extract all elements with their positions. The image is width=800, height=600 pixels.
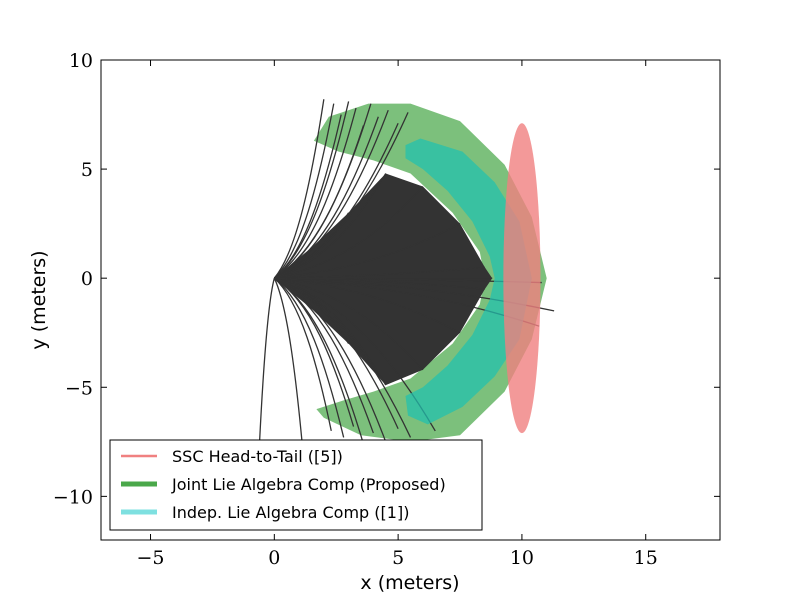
trajectory-line: [273, 103, 372, 279]
trajectory-line: [258, 278, 275, 445]
y-tick-label: −10: [53, 486, 93, 508]
trajectory-line: [273, 107, 357, 279]
plot-data-layer: [258, 99, 555, 464]
trajectory-line: [274, 112, 409, 279]
legend-box: [109, 439, 483, 531]
legend-label: Joint Lie Algebra Comp (Proposed): [171, 475, 446, 494]
trajectory-line: [274, 109, 389, 279]
legend: SSC Head-to-Tail ([5]) Joint Lie Algebra …: [109, 439, 483, 531]
y-tick-label: 10: [69, 50, 93, 72]
trajectory-line: [273, 277, 345, 438]
trajectory-line: [274, 223, 461, 279]
trajectory-line: [273, 277, 305, 464]
trajectory-line: [274, 266, 485, 279]
axes-ticks: −5 0 5 10 15 −10 −5 0 5 10: [53, 50, 720, 569]
trajectory-line: [273, 277, 332, 432]
x-tick-label: 5: [392, 547, 404, 569]
trajectory-line: [273, 277, 365, 445]
trajectory-line: [274, 277, 461, 334]
x-tick-label: −5: [137, 547, 165, 569]
trajectory-line: [274, 277, 412, 438]
x-tick-label: 10: [510, 547, 534, 569]
x-tick-label: 15: [634, 547, 658, 569]
legend-label: SSC Head-to-Tail ([5]): [172, 447, 343, 466]
legend-label: Indep. Lie Algebra Comp ([1]): [172, 503, 409, 522]
y-tick-label: −5: [65, 377, 93, 399]
trajectory-line: [274, 277, 387, 443]
plot-frame: [100, 59, 721, 541]
y-tick-label: 0: [81, 268, 93, 290]
trajectory-line: [273, 99, 325, 279]
y-tick-label: 5: [81, 159, 93, 181]
y-axis-label: y (meters): [28, 250, 50, 349]
trajectory-line: [274, 277, 424, 371]
x-tick-label: 0: [268, 547, 280, 569]
indep-lie-algebra-region: [405, 138, 532, 425]
x-axis-label: x (meters): [360, 572, 459, 594]
ssc-head-to-tail-ellipse: [503, 123, 541, 434]
trajectory-line: [274, 186, 424, 279]
trajectory-line: [273, 101, 350, 279]
trajectory-line: [274, 173, 387, 279]
trajectory-line: [274, 277, 374, 434]
trajectory-line: [273, 103, 335, 279]
